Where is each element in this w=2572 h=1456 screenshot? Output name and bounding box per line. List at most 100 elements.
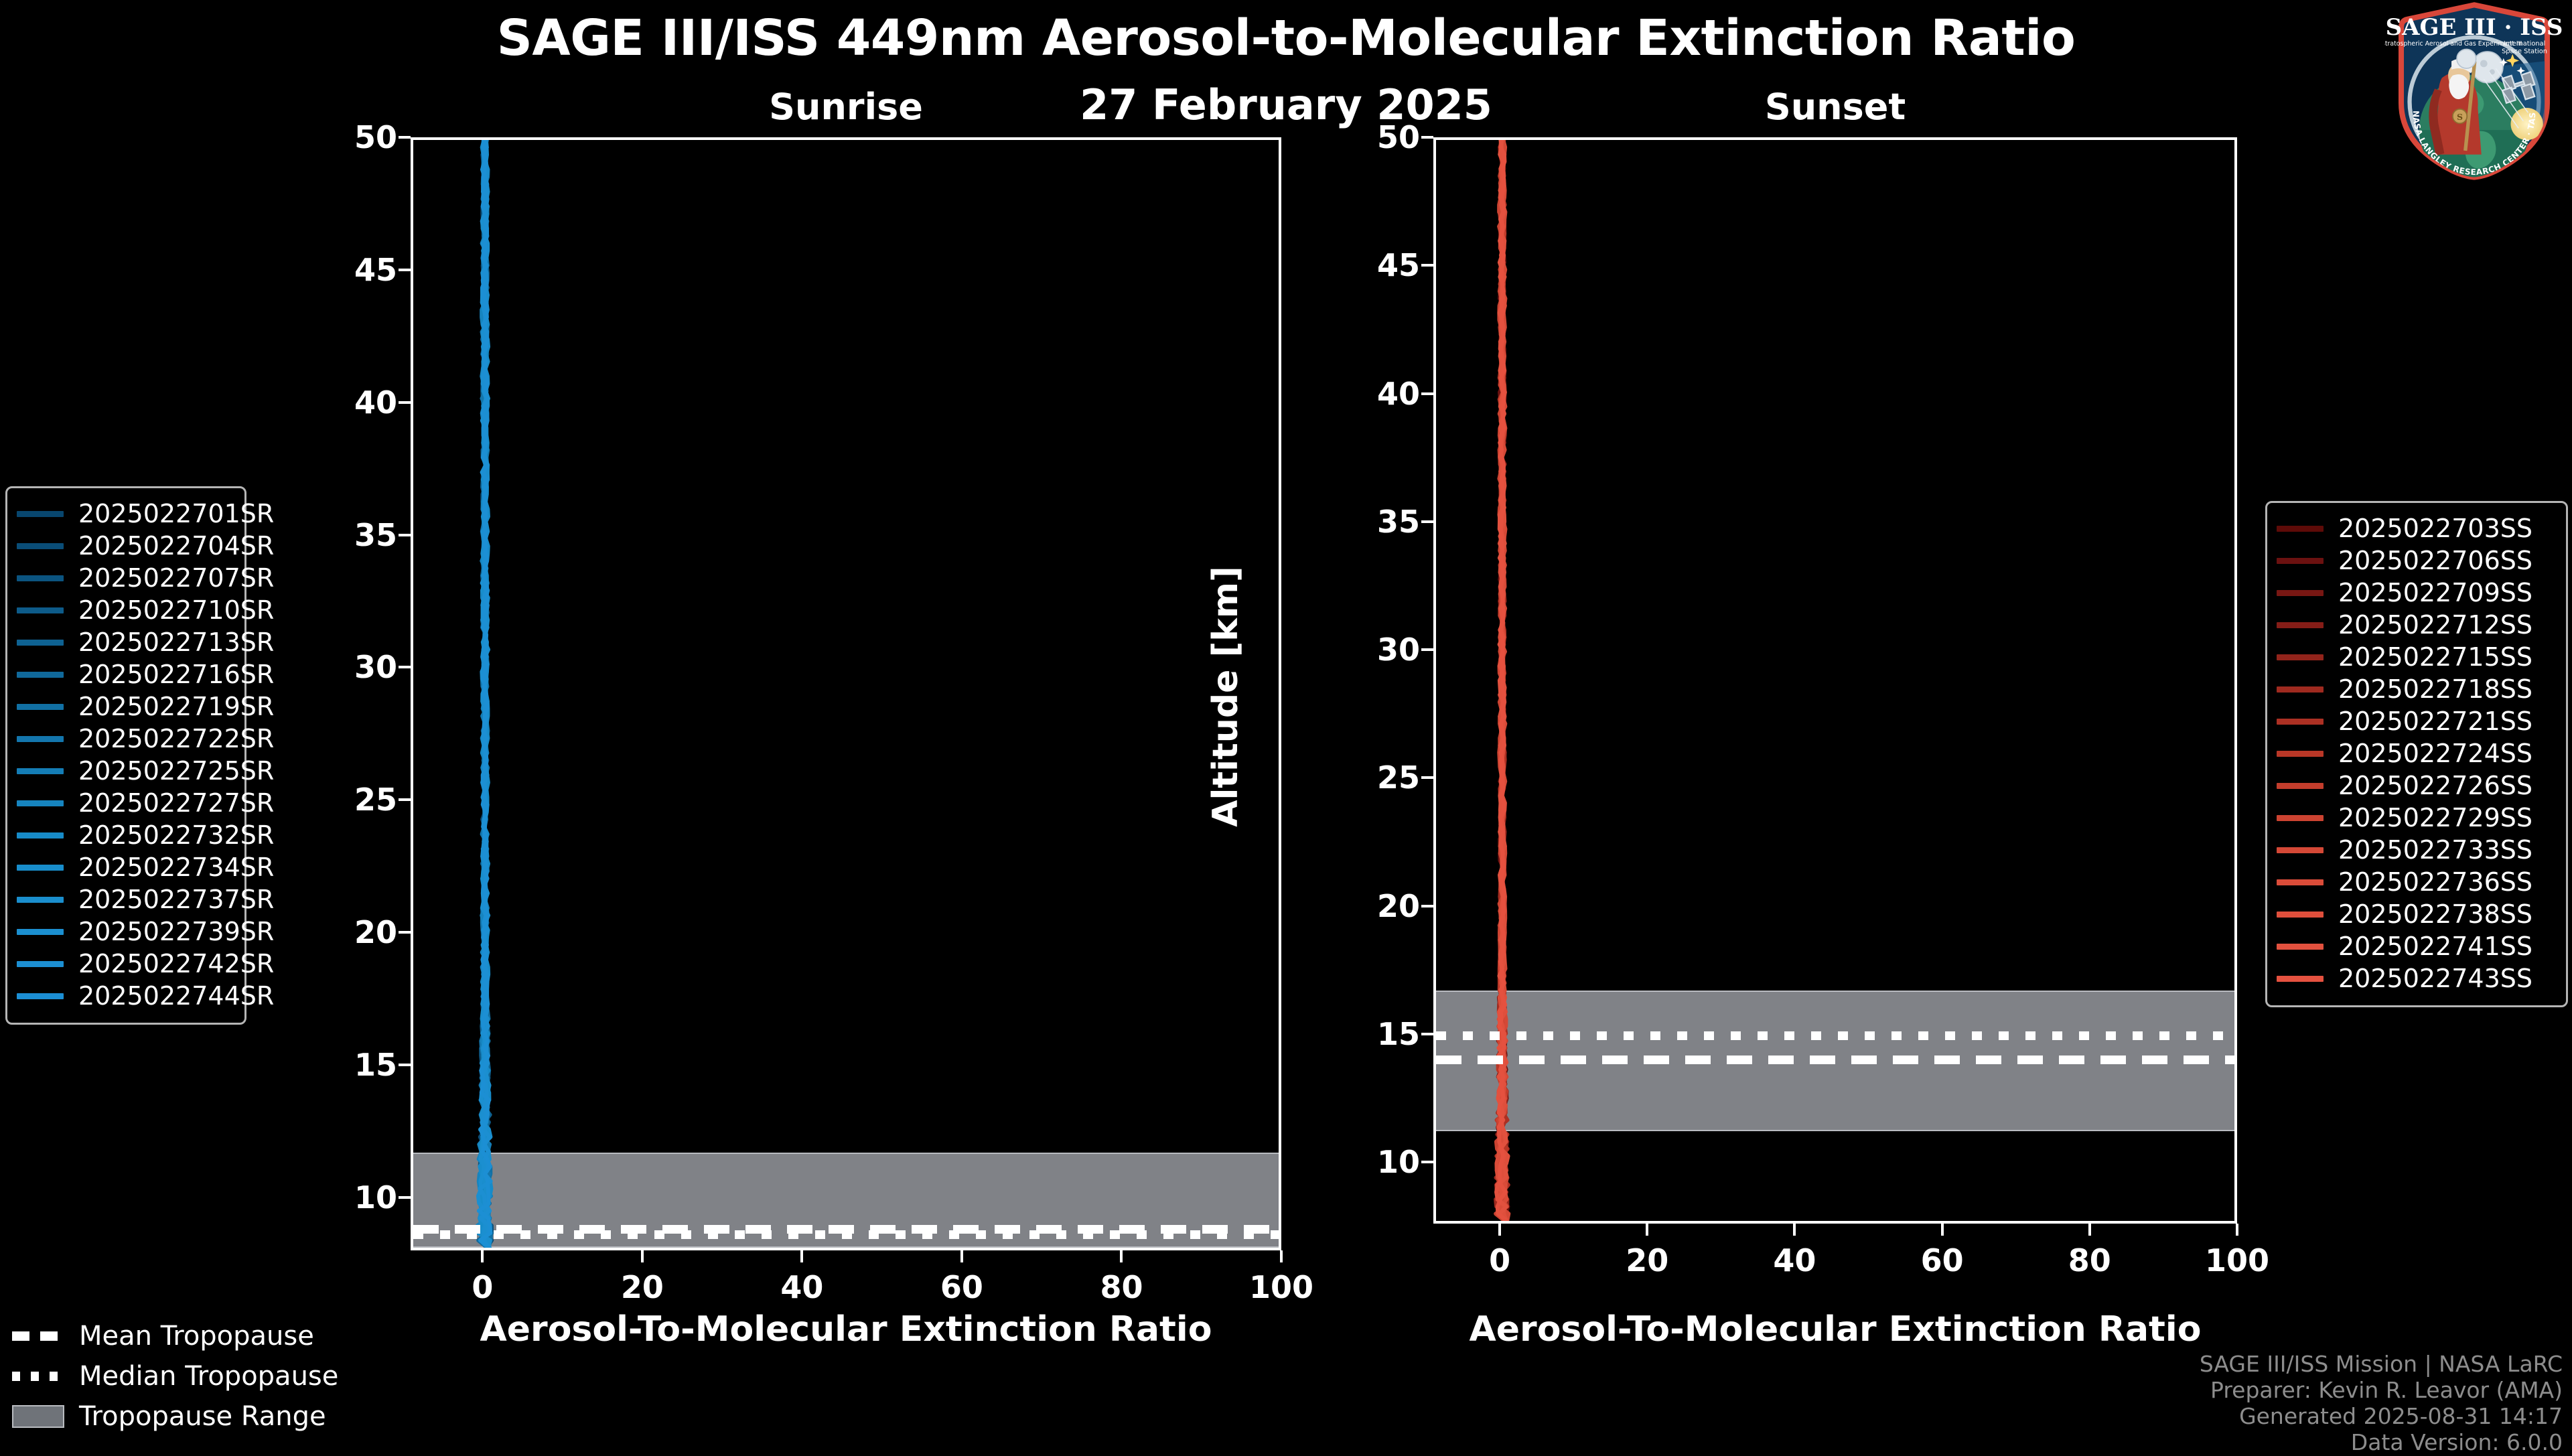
legend-item-2025022742SR[interactable]: 2025022742SR	[17, 948, 274, 980]
legend-item-2025022739SR[interactable]: 2025022739SR	[17, 916, 274, 948]
y-tick-label: 20	[354, 914, 397, 951]
y-tick-label: 20	[1376, 887, 1420, 924]
legend-color-swatch	[2277, 622, 2324, 628]
legend-color-swatch	[2277, 589, 2324, 596]
legend-item-2025022734SR[interactable]: 2025022734SR	[17, 851, 274, 883]
legend-color-swatch	[17, 768, 64, 774]
legend-item-2025022716SR[interactable]: 2025022716SR	[17, 658, 274, 690]
sunrise-x-axis-label: Aerosol-To-Molecular Extinction Ratio	[480, 1309, 1212, 1350]
legend-color-swatch	[17, 993, 64, 999]
y-tick-label: 25	[1376, 759, 1420, 796]
y-tick-mark	[399, 1064, 411, 1066]
legend-item-2025022713SR[interactable]: 2025022713SR	[17, 626, 274, 658]
legend-item-2025022707SR[interactable]: 2025022707SR	[17, 562, 274, 594]
legend-item-tropopause-range: Tropopause Range	[12, 1396, 441, 1437]
legend-item-2025022710SR[interactable]: 2025022710SR	[17, 594, 274, 626]
legend-item-2025022726SS[interactable]: 2025022726SS	[2277, 770, 2554, 802]
legend-item-2025022738SS[interactable]: 2025022738SS	[2277, 898, 2554, 930]
x-tick-mark	[1646, 1224, 1649, 1236]
y-tick-label: 10	[1376, 1144, 1420, 1181]
legend-series-label: 2025022719SR	[78, 692, 275, 721]
patch-title: SAGE III · ISS	[2386, 14, 2563, 41]
legend-color-swatch	[17, 703, 64, 710]
y-tick-mark	[399, 666, 411, 669]
y-tick-mark	[1421, 264, 1433, 267]
legend-item-2025022712SS[interactable]: 2025022712SS	[2277, 609, 2554, 641]
legend-item-2025022743SS[interactable]: 2025022743SS	[2277, 962, 2554, 995]
legend-color-swatch	[2277, 911, 2324, 918]
sunrise-plot-frame	[411, 137, 1281, 1250]
legend-series-label: 2025022744SR	[78, 981, 275, 1011]
legend-item-2025022718SS[interactable]: 2025022718SS	[2277, 673, 2554, 705]
x-tick-label: 80	[1100, 1269, 1143, 1305]
legend-color-swatch	[2277, 557, 2324, 564]
y-tick-mark	[399, 798, 411, 802]
sage-iii-iss-mission-patch-logo: S BALL · NASA LANGLEY RESEARCH CENTER · …	[2381, 1, 2564, 181]
legend-series-label: 2025022713SR	[78, 628, 275, 657]
legend-series-label: 2025022724SS	[2338, 739, 2533, 768]
legend-color-swatch	[17, 542, 64, 549]
legend-color-swatch	[17, 510, 64, 517]
x-tick-label: 100	[1248, 1269, 1314, 1305]
legend-series-label: 2025022743SS	[2338, 964, 2533, 993]
legend-item-2025022725SR[interactable]: 2025022725SR	[17, 755, 274, 787]
legend-item-2025022719SR[interactable]: 2025022719SR	[17, 690, 274, 723]
legend-color-swatch	[2277, 750, 2324, 757]
median-tropopause-line	[1436, 1031, 2234, 1040]
legend-item-2025022703SS[interactable]: 2025022703SS	[2277, 512, 2554, 544]
y-tick-label: 25	[354, 782, 397, 818]
legend-series-label: 2025022709SS	[2338, 578, 2533, 607]
legend-series-label: 2025022703SS	[2338, 514, 2533, 543]
legend-item-2025022737SR[interactable]: 2025022737SR	[17, 883, 274, 916]
legend-item-2025022709SS[interactable]: 2025022709SS	[2277, 577, 2554, 609]
x-tick-label: 20	[1626, 1242, 1669, 1279]
legend-item-2025022727SR[interactable]: 2025022727SR	[17, 787, 274, 819]
sunrise-series-legend: 2025022701SR 2025022704SR 2025022707SR 2025…	[5, 486, 274, 1025]
legend-series-label: 2025022738SS	[2338, 899, 2533, 929]
sunset-plot-area	[1436, 140, 2234, 1221]
legend-item-2025022721SS[interactable]: 2025022721SS	[2277, 705, 2554, 737]
y-tick-mark	[399, 931, 411, 934]
legend-item-2025022733SS[interactable]: 2025022733SS	[2277, 834, 2554, 866]
legend-item-2025022701SR[interactable]: 2025022701SR	[17, 498, 274, 530]
x-tick-mark	[1120, 1250, 1123, 1262]
legend-item-2025022706SS[interactable]: 2025022706SS	[2277, 544, 2554, 577]
legend-series-label: 2025022722SR	[78, 724, 275, 753]
credit-mission: SAGE III/ISS Mission | NASA LaRC	[2199, 1351, 2563, 1377]
y-tick-label: 45	[1376, 247, 1420, 284]
legend-item-2025022724SS[interactable]: 2025022724SS	[2277, 737, 2554, 770]
legend-series-label: 2025022721SS	[2338, 707, 2533, 736]
x-tick-mark	[2236, 1224, 2238, 1236]
legend-item-2025022729SS[interactable]: 2025022729SS	[2277, 802, 2554, 834]
legend-color-swatch	[17, 575, 64, 581]
x-tick-mark	[800, 1250, 804, 1262]
legend-item-2025022722SR[interactable]: 2025022722SR	[17, 723, 274, 755]
legend-item-2025022741SS[interactable]: 2025022741SS	[2277, 930, 2554, 962]
legend-color-swatch	[2277, 879, 2324, 885]
x-tick-label: 20	[620, 1269, 664, 1305]
x-tick-label: 0	[1489, 1242, 1511, 1279]
legend-color-swatch	[17, 639, 64, 646]
legend-color-swatch	[2277, 975, 2324, 982]
sunset-panel-title: Sunset	[1764, 86, 1906, 128]
legend-item-2025022732SR[interactable]: 2025022732SR	[17, 819, 274, 851]
legend-color-swatch	[2277, 814, 2324, 821]
y-tick-mark	[399, 136, 411, 139]
x-tick-label: 0	[472, 1269, 494, 1305]
x-tick-label: 80	[2068, 1242, 2111, 1279]
credits-block: SAGE III/ISS Mission | NASA LaRC Prepare…	[1960, 1351, 2563, 1456]
legend-item-2025022736SS[interactable]: 2025022736SS	[2277, 866, 2554, 898]
sunset-series-legend: 2025022703SS 2025022706SS 2025022709SS 2025…	[2265, 501, 2568, 1007]
legend-item-2025022704SR[interactable]: 2025022704SR	[17, 530, 274, 562]
legend-item-2025022744SR[interactable]: 2025022744SR	[17, 980, 274, 1012]
credit-preparer: Preparer: Kevin R. Leavor (AMA)	[2210, 1376, 2563, 1403]
x-tick-mark	[1280, 1250, 1283, 1262]
legend-item-2025022715SS[interactable]: 2025022715SS	[2277, 641, 2554, 673]
x-tick-mark	[1793, 1224, 1796, 1236]
tropopause-legend: Mean Tropopause Median Tropopause Tropop…	[12, 1316, 441, 1437]
sunset-traces	[1494, 140, 1511, 1221]
dotted-line-icon	[12, 1369, 64, 1384]
y-tick-mark	[1421, 1161, 1433, 1164]
credit-generated: Generated 2025-08-31 14:17	[2239, 1402, 2563, 1429]
x-tick-mark	[640, 1250, 644, 1262]
